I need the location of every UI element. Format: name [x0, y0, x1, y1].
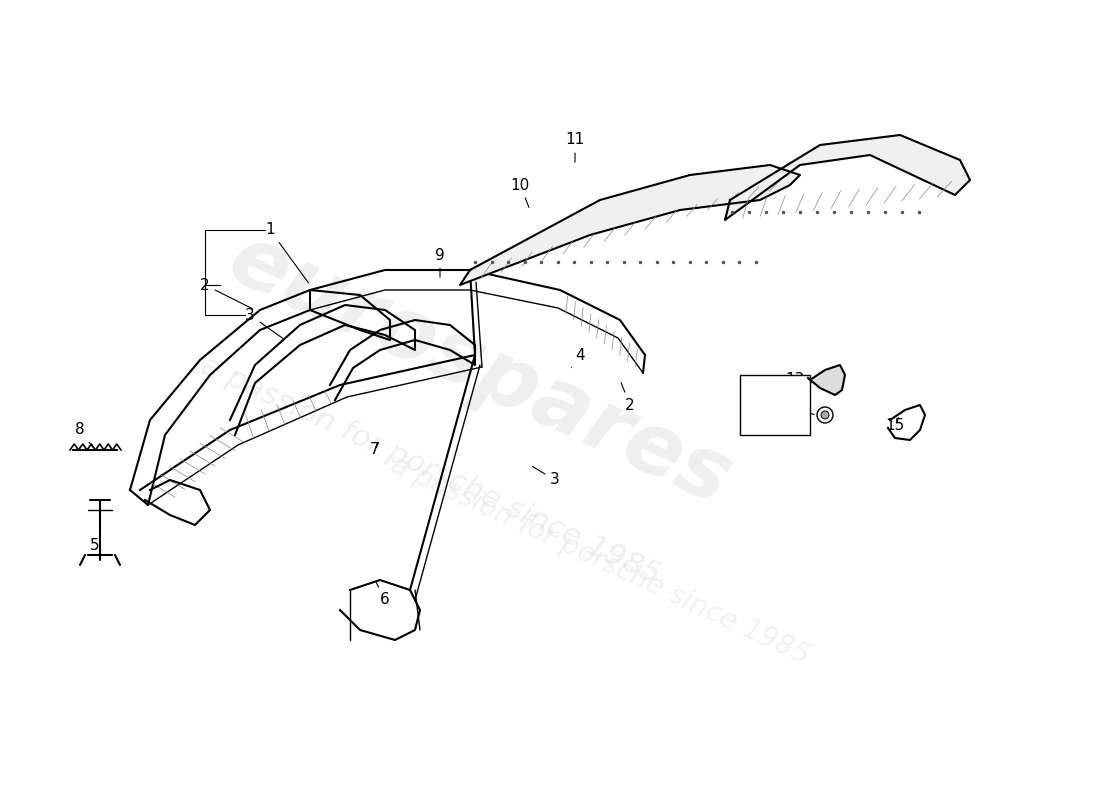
Text: 2: 2 [200, 278, 253, 309]
Text: 14: 14 [785, 402, 814, 418]
Text: 3: 3 [532, 466, 560, 487]
Text: eurospares: eurospares [216, 218, 745, 522]
Text: 10: 10 [510, 178, 529, 207]
Text: 2: 2 [621, 382, 635, 413]
FancyBboxPatch shape [740, 375, 810, 435]
Polygon shape [558, 290, 645, 373]
Text: 6: 6 [376, 582, 389, 607]
Text: 8: 8 [75, 422, 94, 448]
Circle shape [821, 411, 829, 419]
Text: 13: 13 [785, 373, 812, 387]
Text: 4: 4 [572, 347, 585, 368]
Polygon shape [460, 165, 800, 285]
Text: 12: 12 [740, 382, 760, 407]
Text: a passion for porsche since 1985: a passion for porsche since 1985 [386, 450, 814, 670]
Text: 11: 11 [565, 133, 584, 162]
Polygon shape [140, 420, 255, 505]
Polygon shape [808, 365, 845, 395]
Text: 15: 15 [886, 418, 904, 433]
Circle shape [817, 407, 833, 423]
Text: 3: 3 [245, 307, 283, 338]
Text: 9: 9 [436, 247, 444, 278]
Text: 1: 1 [265, 222, 308, 282]
Polygon shape [725, 135, 970, 220]
Text: 7: 7 [371, 442, 380, 458]
Text: 5: 5 [90, 530, 100, 553]
Text: a passion for porsche since 1985: a passion for porsche since 1985 [196, 350, 664, 590]
